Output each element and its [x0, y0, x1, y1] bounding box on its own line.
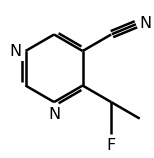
Text: F: F: [107, 138, 116, 153]
Text: N: N: [10, 43, 22, 58]
Text: N: N: [48, 107, 60, 122]
Text: N: N: [140, 16, 152, 31]
